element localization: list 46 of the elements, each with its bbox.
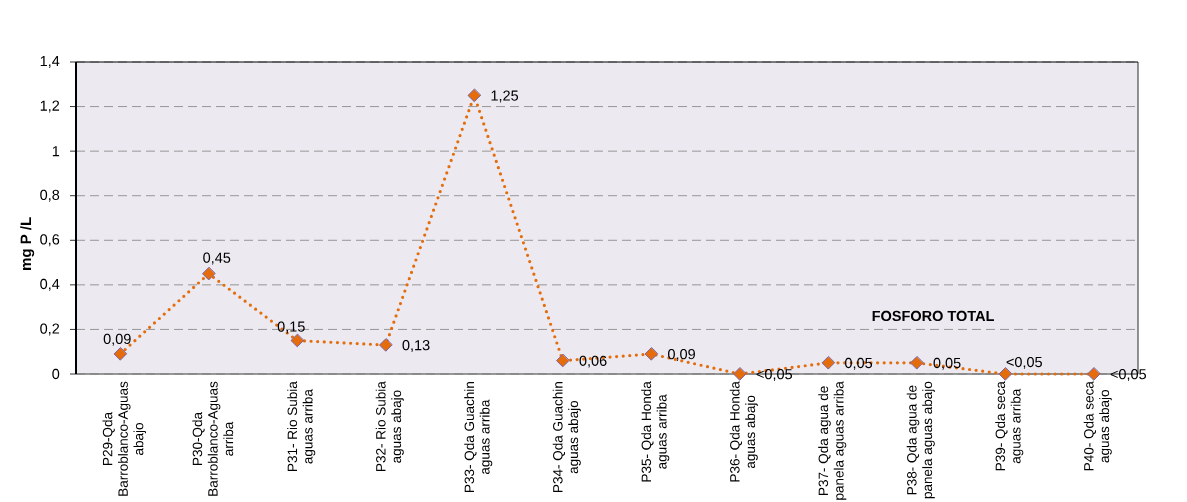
y-tick-label: 0,2 (40, 323, 60, 336)
data-label: 0,06 (579, 355, 607, 368)
data-label: <0,05 (756, 369, 793, 381)
x-tick-label: P31- Rio Subia aguas arriba (287, 381, 316, 471)
y-tick-label: 0 (52, 368, 60, 380)
point (998, 367, 1012, 381)
data-label: 0,09 (103, 333, 131, 346)
point (467, 88, 481, 103)
data-label: 1,25 (491, 90, 519, 103)
point (910, 356, 924, 370)
x-tick-label: P35- Qda Honda aguas arriba (641, 381, 670, 482)
x-tick-label: P37- Qda agua de panela aguas arriba (818, 381, 847, 500)
data-label: 0,05 (933, 357, 961, 370)
point (290, 333, 304, 348)
y-tick-label: 1,4 (40, 56, 60, 68)
data-label: 0,05 (845, 357, 873, 370)
point (1087, 367, 1101, 381)
data-label: 0,15 (277, 321, 305, 334)
y-tick-label: 1 (52, 146, 60, 157)
point (644, 347, 658, 361)
point (733, 367, 747, 381)
x-tick-label: P38- Qda agua de panela aguas abajo (906, 381, 935, 499)
text: FOSFORO TOTAL (872, 310, 994, 322)
x-tick-label: P34- Qda Guachin aguas abajo (552, 382, 581, 492)
x-tick-label: P36- Qda Honda aguas abajo (729, 381, 758, 482)
y-axis-title: mg P /L (20, 217, 35, 270)
point (821, 356, 835, 370)
x-tick-label: P29-Qda Barroblanco-Aguas abajo (102, 381, 147, 496)
point (556, 353, 570, 368)
y-tick-label: 0,8 (40, 189, 60, 202)
point (202, 266, 216, 281)
data-label: 0,09 (668, 348, 695, 361)
x-tick-label: P33- Qda Guachin aguas arriba (464, 382, 493, 492)
data-label: 0,13 (402, 340, 430, 353)
x-tick-label: P30-Qda Barroblanco-Aguas arriba (192, 381, 234, 496)
y-tick-label: 0,4 (40, 278, 60, 291)
data-label: <0,05 (1006, 356, 1042, 369)
y-tick-label: 1,2 (40, 100, 60, 113)
x-tick-label: P39- Qda seca aguas arriba (995, 381, 1024, 471)
x-tick-label: P32- Rio Subia aguas abajo (375, 381, 404, 471)
x-tick-label: P40- Qda seca aguas abajo (1083, 381, 1112, 471)
y-tick-label: 0,6 (40, 234, 60, 247)
data-label: 0,45 (203, 252, 231, 265)
point (379, 338, 393, 352)
point (113, 347, 127, 361)
data-label: <0,05 (1110, 369, 1147, 381)
